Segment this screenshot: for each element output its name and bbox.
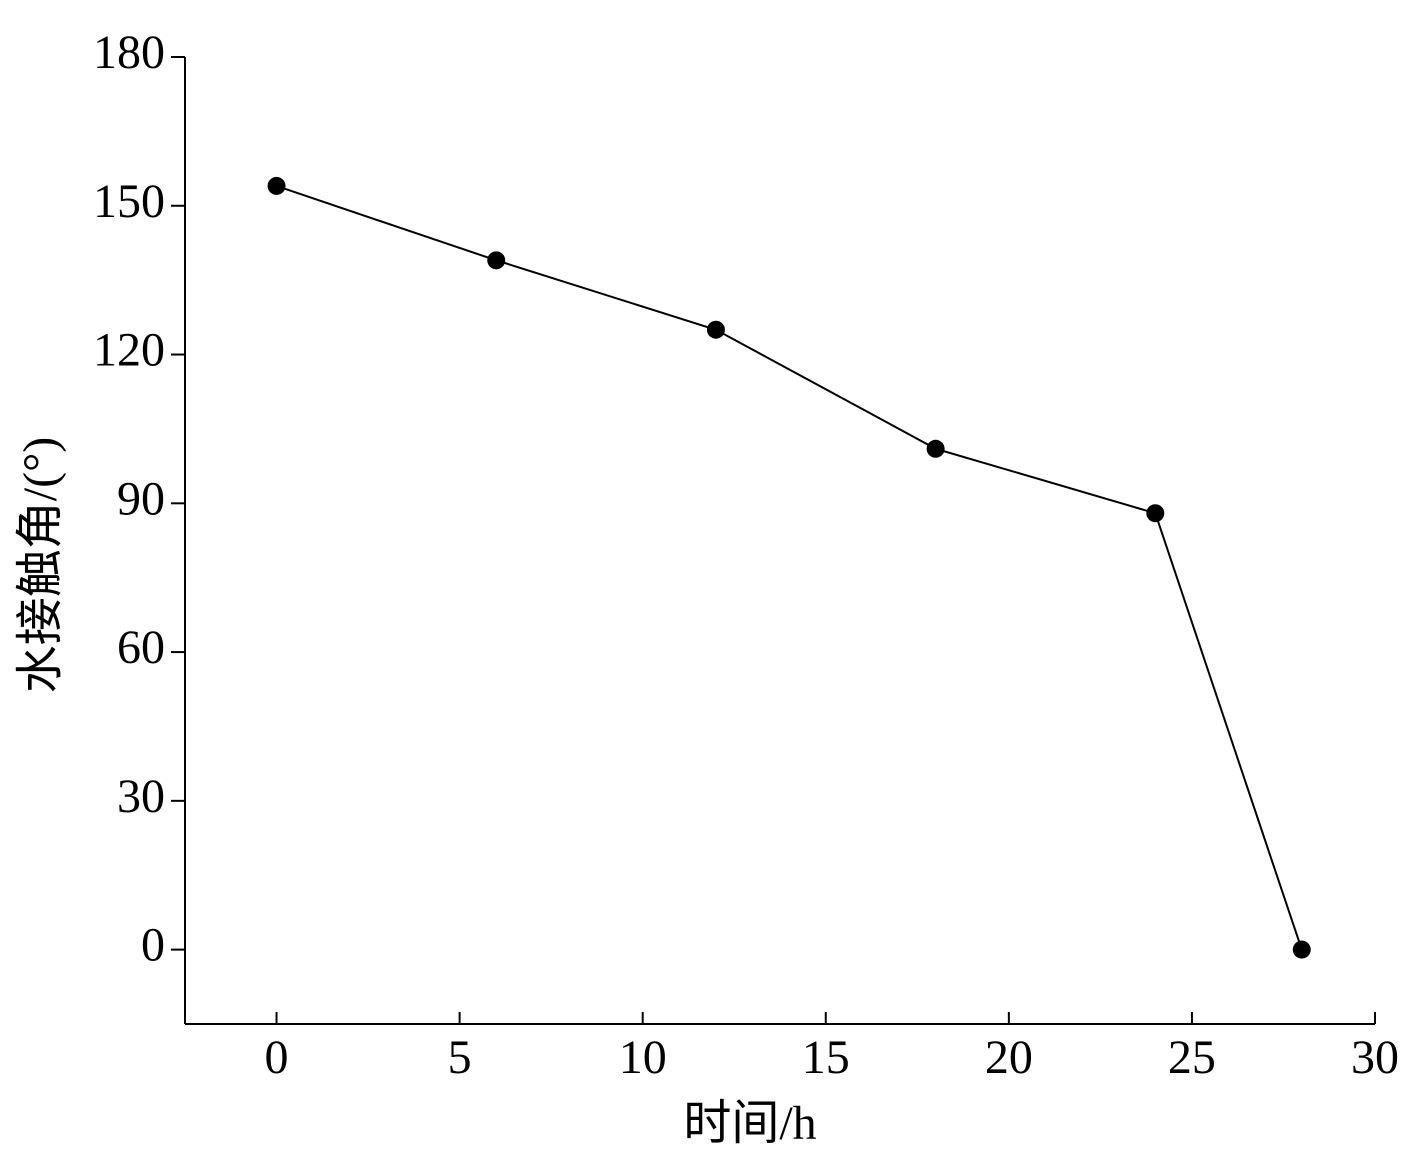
y-tick-label: 120 [93, 324, 165, 377]
x-tick-label: 0 [265, 1031, 289, 1084]
y-tick-label: 180 [93, 26, 165, 79]
data-point [1146, 504, 1165, 523]
data-point [1292, 940, 1311, 959]
x-tick-label: 25 [1168, 1031, 1216, 1084]
y-tick-label: 150 [93, 175, 165, 228]
x-tick-label: 5 [448, 1031, 472, 1084]
y-tick-label: 60 [117, 621, 165, 674]
x-tick-label: 20 [985, 1031, 1033, 1084]
data-point [487, 251, 506, 270]
data-line [276, 184, 1303, 950]
x-tick-label: 30 [1351, 1031, 1399, 1084]
x-tick-label: 10 [619, 1031, 667, 1084]
x-axis-label: 时间/h [683, 1097, 816, 1150]
y-tick-label: 90 [117, 472, 165, 525]
data-point [706, 320, 725, 339]
y-tick-label: 30 [117, 770, 165, 823]
x-tick-label: 15 [802, 1031, 850, 1084]
y-axis-label: 水接触角/(°) [14, 437, 67, 694]
data-point [267, 176, 286, 195]
data-point [926, 439, 945, 458]
y-tick-label: 0 [141, 919, 165, 972]
